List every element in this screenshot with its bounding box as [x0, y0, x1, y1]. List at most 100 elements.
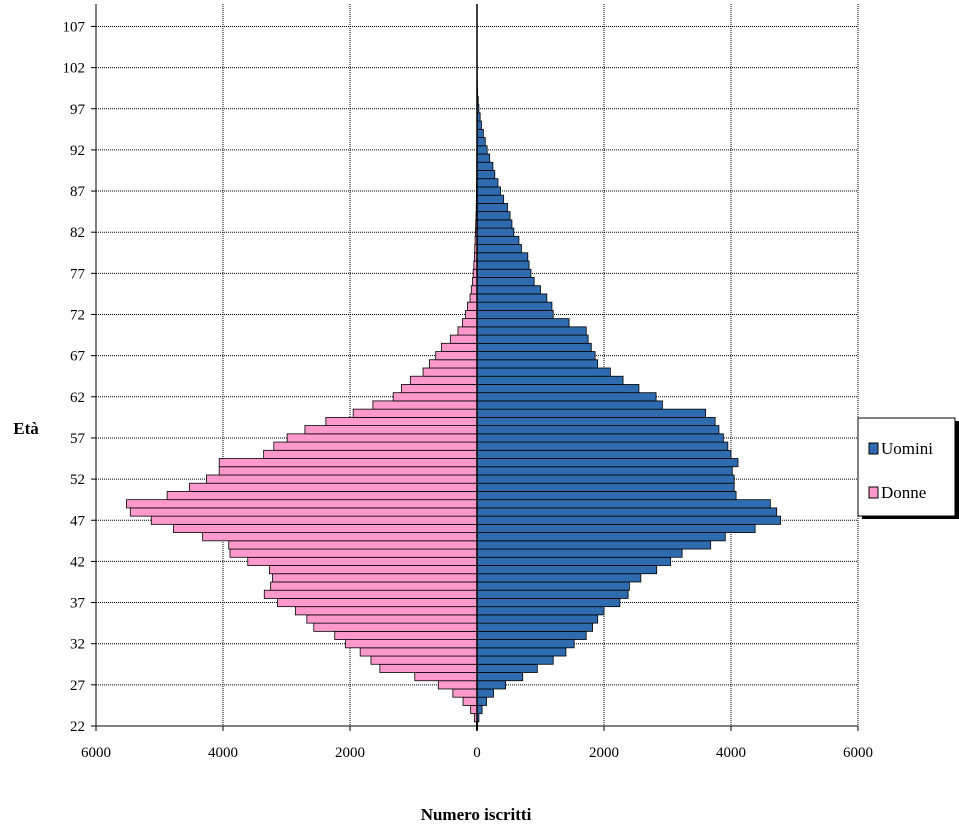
bar-uomini-age-43 [476, 548, 683, 558]
bar-donne-age-73 [467, 301, 478, 311]
bar-uomini-age-60 [476, 408, 707, 418]
y-tick-label-62: 62 [70, 390, 85, 406]
x-tick-label-0: 6000 [81, 745, 111, 761]
bar-uomini-age-28 [476, 672, 524, 682]
bar-uomini-age-59 [476, 416, 716, 427]
x-axis-title: Numero iscritti [421, 805, 532, 824]
bar-uomini-age-62 [476, 392, 657, 402]
bar-uomini-age-61 [476, 400, 663, 410]
bar-uomini-age-78 [476, 260, 530, 270]
bar-donne-age-67 [435, 351, 478, 361]
bar-donne-age-26 [452, 688, 478, 698]
bar-donne-age-44 [228, 540, 478, 550]
bar-uomini-age-67 [476, 351, 596, 361]
bar-donne-age-57 [286, 433, 478, 443]
bar-donne-age-29 [379, 663, 478, 673]
legend-box [857, 417, 956, 517]
bar-donne-age-59 [325, 416, 478, 427]
bar-uomini-age-73 [476, 301, 553, 311]
bar-donne-age-32 [345, 639, 478, 649]
bar-uomini-age-39 [476, 581, 630, 591]
bar-donne-age-66 [428, 359, 478, 369]
y-tick-label-92: 92 [70, 143, 85, 159]
bar-uomini-age-85 [476, 202, 508, 213]
bar-donne-age-28 [414, 672, 478, 682]
bar-donne-age-75 [470, 285, 478, 295]
bar-donne-age-25 [462, 696, 478, 706]
bar-uomini-age-84 [476, 211, 511, 221]
bar-uomini-age-32 [476, 639, 575, 649]
bar-donne-age-52 [206, 474, 478, 484]
bar-donne-age-31 [359, 647, 478, 657]
y-tick-label-57: 57 [70, 431, 86, 447]
legend-swatch-uomini [868, 442, 879, 455]
y-tick-label-47: 47 [70, 513, 86, 529]
bar-donne-age-39 [270, 581, 478, 591]
axes [91, 4, 859, 731]
bar-donne-age-49 [126, 499, 478, 509]
bars [126, 21, 781, 731]
bar-uomini-age-51 [476, 482, 735, 492]
bar-uomini-age-38 [476, 589, 629, 599]
bar-uomini-age-56 [476, 441, 729, 451]
x-tick-label-2: 2000 [335, 745, 365, 761]
bar-donne-age-58 [304, 425, 478, 435]
bar-uomini-age-91 [476, 153, 491, 163]
y-tick-label-42: 42 [70, 554, 85, 570]
bar-donne-age-33 [334, 630, 478, 640]
bar-uomini-age-27 [476, 680, 506, 690]
bar-uomini-age-50 [476, 491, 737, 501]
bar-uomini-age-30 [476, 655, 554, 665]
bar-donne-age-43 [229, 548, 478, 558]
bar-donne-age-27 [437, 680, 478, 690]
bar-donne-age-74 [469, 293, 478, 303]
y-tick-label-102: 102 [63, 61, 86, 77]
bar-uomini-age-72 [476, 309, 554, 320]
bar-uomini-age-58 [476, 425, 720, 435]
y-tick-label-77: 77 [70, 266, 86, 282]
bar-uomini-age-46 [476, 523, 756, 533]
bar-donne-age-63 [401, 384, 478, 394]
bar-uomini-age-93 [476, 137, 486, 147]
bar-donne-age-55 [263, 449, 478, 459]
y-tick-label-32: 32 [70, 637, 85, 653]
bar-uomini-age-74 [476, 293, 548, 303]
bar-donne-age-34 [313, 622, 478, 632]
bar-donne-age-40 [272, 573, 478, 583]
y-tick-label-52: 52 [70, 472, 85, 488]
bar-uomini-age-48 [476, 507, 778, 517]
bar-donne-age-56 [273, 441, 478, 451]
bar-uomini-age-33 [476, 630, 587, 640]
bar-donne-age-60 [352, 408, 478, 418]
bar-donne-age-48 [129, 507, 478, 517]
bar-donne-age-24 [470, 705, 478, 715]
bar-uomini-age-44 [476, 540, 712, 550]
bar-uomini-age-71 [476, 318, 570, 328]
bar-uomini-age-65 [476, 367, 611, 377]
bar-donne-age-42 [247, 556, 478, 566]
bar-uomini-age-76 [476, 277, 535, 287]
bar-donne-age-71 [461, 318, 478, 328]
bar-donne-age-47 [150, 515, 478, 525]
bar-donne-age-70 [457, 326, 478, 336]
bar-donne-age-30 [370, 655, 478, 665]
x-tick-label-3: 0 [473, 745, 481, 761]
bar-donne-age-54 [218, 458, 478, 468]
bar-uomini-age-83 [476, 219, 513, 229]
legend: Uomini Donne [857, 417, 959, 519]
bar-uomini-age-45 [476, 532, 726, 542]
bar-uomini-age-63 [476, 384, 640, 394]
bar-uomini-age-36 [476, 606, 605, 616]
y-tick-label-27: 27 [70, 678, 86, 694]
bar-uomini-age-66 [476, 359, 599, 369]
bar-uomini-age-69 [476, 334, 589, 344]
bar-uomini-age-55 [476, 449, 732, 459]
bar-donne-age-36 [294, 606, 478, 616]
x-tick-labels: 6000 4000 2000 0 2000 4000 6000 [81, 745, 873, 761]
x-tick-label-6: 6000 [843, 745, 873, 761]
bar-uomini-age-79 [476, 252, 529, 262]
y-tick-label-87: 87 [70, 184, 86, 200]
bar-uomini-age-52 [476, 474, 735, 484]
x-tick-label-5: 4000 [716, 745, 746, 761]
